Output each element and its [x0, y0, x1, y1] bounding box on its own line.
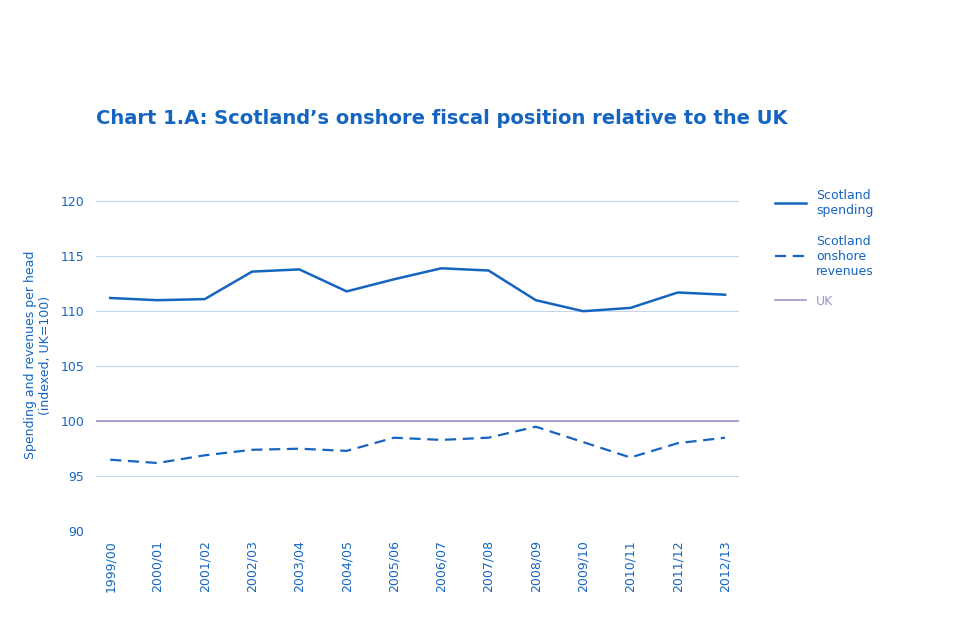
Y-axis label: Spending and revenues per head
(indexed, UK=100): Spending and revenues per head (indexed,…: [24, 251, 52, 460]
Legend: Scotland
spending, Scotland
onshore
revenues, UK: Scotland spending, Scotland onshore reve…: [771, 186, 877, 312]
Text: Chart 1.A: Scotland’s onshore fiscal position relative to the UK: Chart 1.A: Scotland’s onshore fiscal pos…: [96, 109, 787, 128]
